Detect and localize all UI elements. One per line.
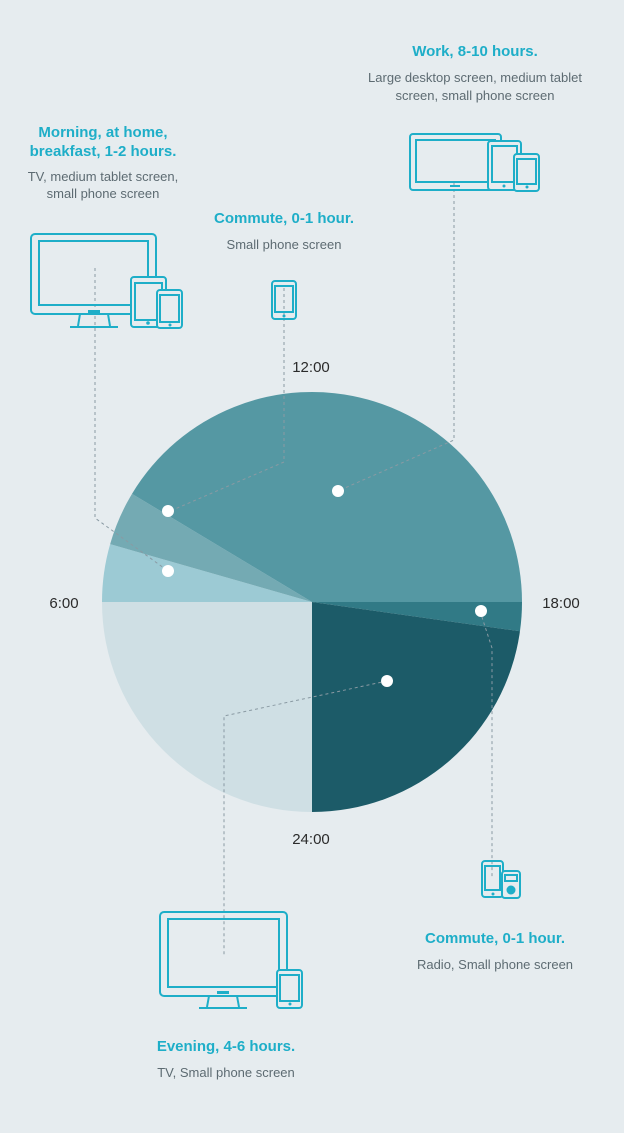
work-title: Work, 8-10 hours.: [412, 43, 538, 60]
label-commute-am: Commute, 0-1 hour. Small phone screen: [214, 210, 354, 252]
morning-title-line1: Morning, at home,: [38, 124, 167, 141]
label-evening: Evening, 4-6 hours. TV, Small phone scre…: [157, 1038, 295, 1080]
leader-commute-am: [167, 288, 285, 513]
morning-title-line2: breakfast, 1-2 hours.: [30, 143, 177, 160]
leader-commute-pm: [479, 610, 493, 878]
commute-am-title: Commute, 0-1 hour.: [214, 210, 354, 227]
dot-work: [332, 485, 344, 497]
phone-radio-icon: [481, 860, 521, 899]
dot-evening: [381, 675, 393, 687]
pie-segment-night: [102, 602, 312, 812]
commute-am-sub: Small phone screen: [227, 237, 342, 252]
tv-phone-icon: [159, 911, 303, 1009]
commute-pm-title: Commute, 0-1 hour.: [425, 930, 565, 947]
label-morning: Morning, at home, breakfast, 1-2 hours. …: [28, 124, 179, 201]
dot-morning: [162, 565, 174, 577]
tick-label-18: 18:00: [542, 595, 580, 612]
pie-segment-commute-am: [110, 493, 312, 602]
day-pie-chart: [102, 391, 523, 812]
desktop-tablet-phone-icon: [409, 133, 540, 192]
tick-label-24: 24:00: [292, 831, 330, 848]
evening-sub: TV, Small phone screen: [157, 1065, 295, 1080]
morning-sub-line2: small phone screen: [47, 186, 160, 201]
pie-segment-commute-pm: [312, 602, 522, 632]
commute-pm-sub: Radio, Small phone screen: [417, 957, 573, 972]
tick-label-6: 6:00: [49, 595, 78, 612]
label-commute-pm: Commute, 0-1 hour. Radio, Small phone sc…: [417, 930, 573, 972]
leader-work: [337, 183, 455, 492]
pie-segment-work: [131, 391, 523, 602]
phone-icon: [271, 280, 297, 320]
tv-tablet-phone-icon: [30, 233, 183, 329]
work-sub-line2: screen, small phone screen: [396, 88, 555, 103]
label-work: Work, 8-10 hours. Large desktop screen, …: [368, 43, 582, 103]
leader-evening: [223, 680, 388, 955]
morning-sub-line1: TV, medium tablet screen,: [28, 169, 179, 184]
tick-label-12: 12:00: [292, 359, 330, 376]
dot-commute-pm: [475, 605, 487, 617]
pie-segment-morning: [102, 544, 312, 602]
work-sub-line1: Large desktop screen, medium tablet: [368, 70, 582, 85]
evening-title: Evening, 4-6 hours.: [157, 1038, 295, 1055]
pie-segment-evening: [312, 602, 520, 812]
dot-commute-am: [162, 505, 174, 517]
